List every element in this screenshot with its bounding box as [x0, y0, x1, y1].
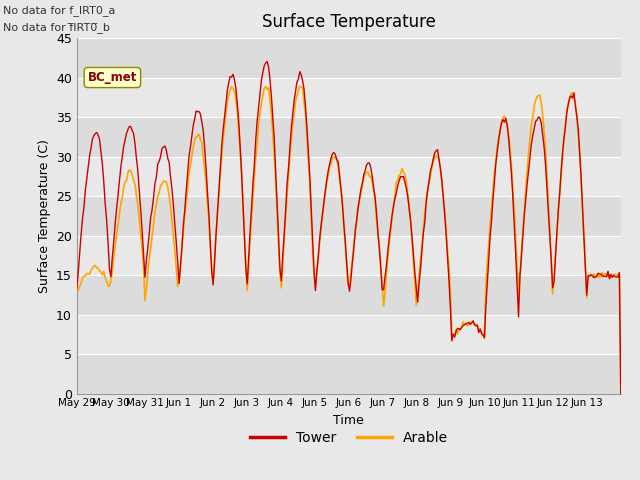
Bar	[77, 117, 621, 157]
Bar	[77, 78, 621, 117]
Title: Surface Temperature: Surface Temperature	[262, 13, 436, 31]
Bar	[77, 354, 621, 394]
Y-axis label: Surface Temperature (C): Surface Temperature (C)	[38, 139, 51, 293]
Bar	[77, 275, 621, 315]
Bar	[77, 196, 621, 236]
Bar	[77, 38, 621, 78]
Text: BC_met: BC_met	[88, 71, 137, 84]
Bar	[77, 315, 621, 354]
Legend: Tower, Arable: Tower, Arable	[244, 425, 453, 451]
Text: No data for f̅IRT0̅_b: No data for f̅IRT0̅_b	[3, 22, 110, 33]
Bar	[77, 157, 621, 196]
X-axis label: Time: Time	[333, 414, 364, 427]
Bar	[77, 236, 621, 275]
Text: No data for f_IRT0_a: No data for f_IRT0_a	[3, 5, 116, 16]
